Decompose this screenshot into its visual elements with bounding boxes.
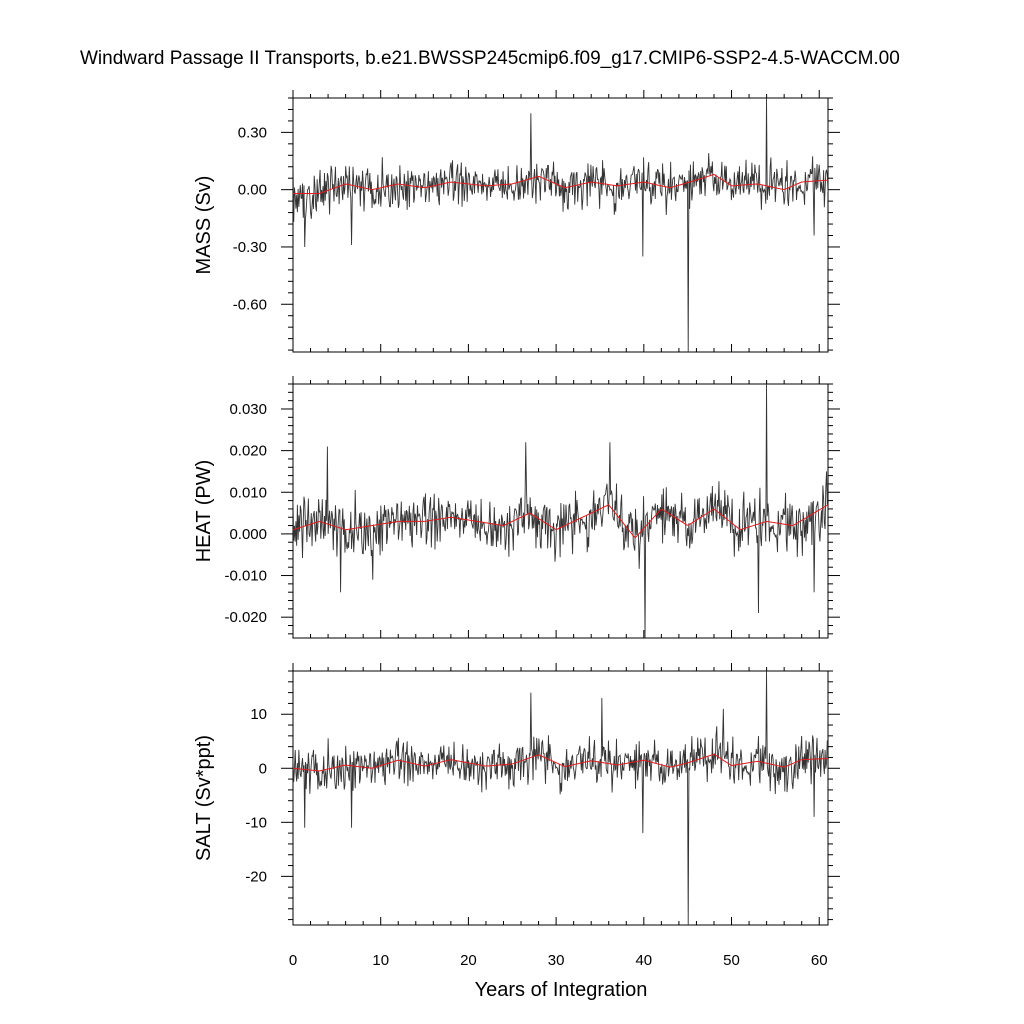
y-axis-title: MASS (Sv) (193, 176, 215, 275)
heat-panel: 0.030 0.020 0.010 0.000 -0.010 -0.020 HEAT (PW… (193, 376, 840, 639)
y-tick-label: 0.010 (229, 484, 267, 501)
plot-frame (292, 670, 829, 926)
raw-series-line (293, 384, 828, 638)
y-tick-label: -20 (245, 868, 267, 885)
y-tick-label: 0.030 (229, 401, 267, 418)
x-axis-title: Years of Integration (475, 979, 648, 1001)
smoothed-series-line (293, 173, 828, 194)
x-tick-label: 20 (460, 952, 477, 969)
salt-panel: 10 0 -10 -20 SALT (Sv*ppt) (193, 663, 840, 926)
plot-frame (292, 97, 829, 353)
y-tick-label: -10 (245, 814, 267, 831)
raw-series-line (293, 98, 828, 352)
y-tick-label: 0.020 (229, 443, 267, 460)
x-tick-label: 10 (372, 952, 389, 969)
y-axis-title: HEAT (PW) (193, 460, 215, 563)
y-tick-label: 0 (259, 760, 267, 777)
smoothed-series-line (293, 753, 828, 772)
y-tick-label: -0.30 (233, 239, 267, 256)
y-tick-label: -0.60 (233, 296, 267, 313)
y-tick-label: 10 (250, 706, 267, 723)
y-tick-label: -0.010 (224, 568, 267, 585)
x-tick-label: 30 (548, 952, 565, 969)
smoothed-series-line (293, 504, 828, 539)
y-axis-title: SALT (Sv*ppt) (193, 735, 215, 861)
y-tick-label: 0.000 (229, 526, 267, 543)
x-tick-label: 60 (811, 952, 828, 969)
chart-title: Windward Passage II Transports, b.e21.BW… (80, 48, 900, 69)
raw-series-line (293, 671, 828, 925)
y-tick-label: 0.00 (238, 182, 267, 199)
mass-panel: 0.30 0.00 -0.30 -0.60 MASS (Sv) (193, 90, 840, 353)
y-tick-label: -0.020 (224, 609, 267, 626)
x-tick-label: 0 (289, 952, 297, 969)
y-tick-label: 0.30 (238, 124, 267, 141)
x-axis: 0 10 20 30 40 50 60 (289, 952, 828, 969)
x-tick-label: 50 (723, 952, 740, 969)
x-tick-label: 40 (635, 952, 652, 969)
